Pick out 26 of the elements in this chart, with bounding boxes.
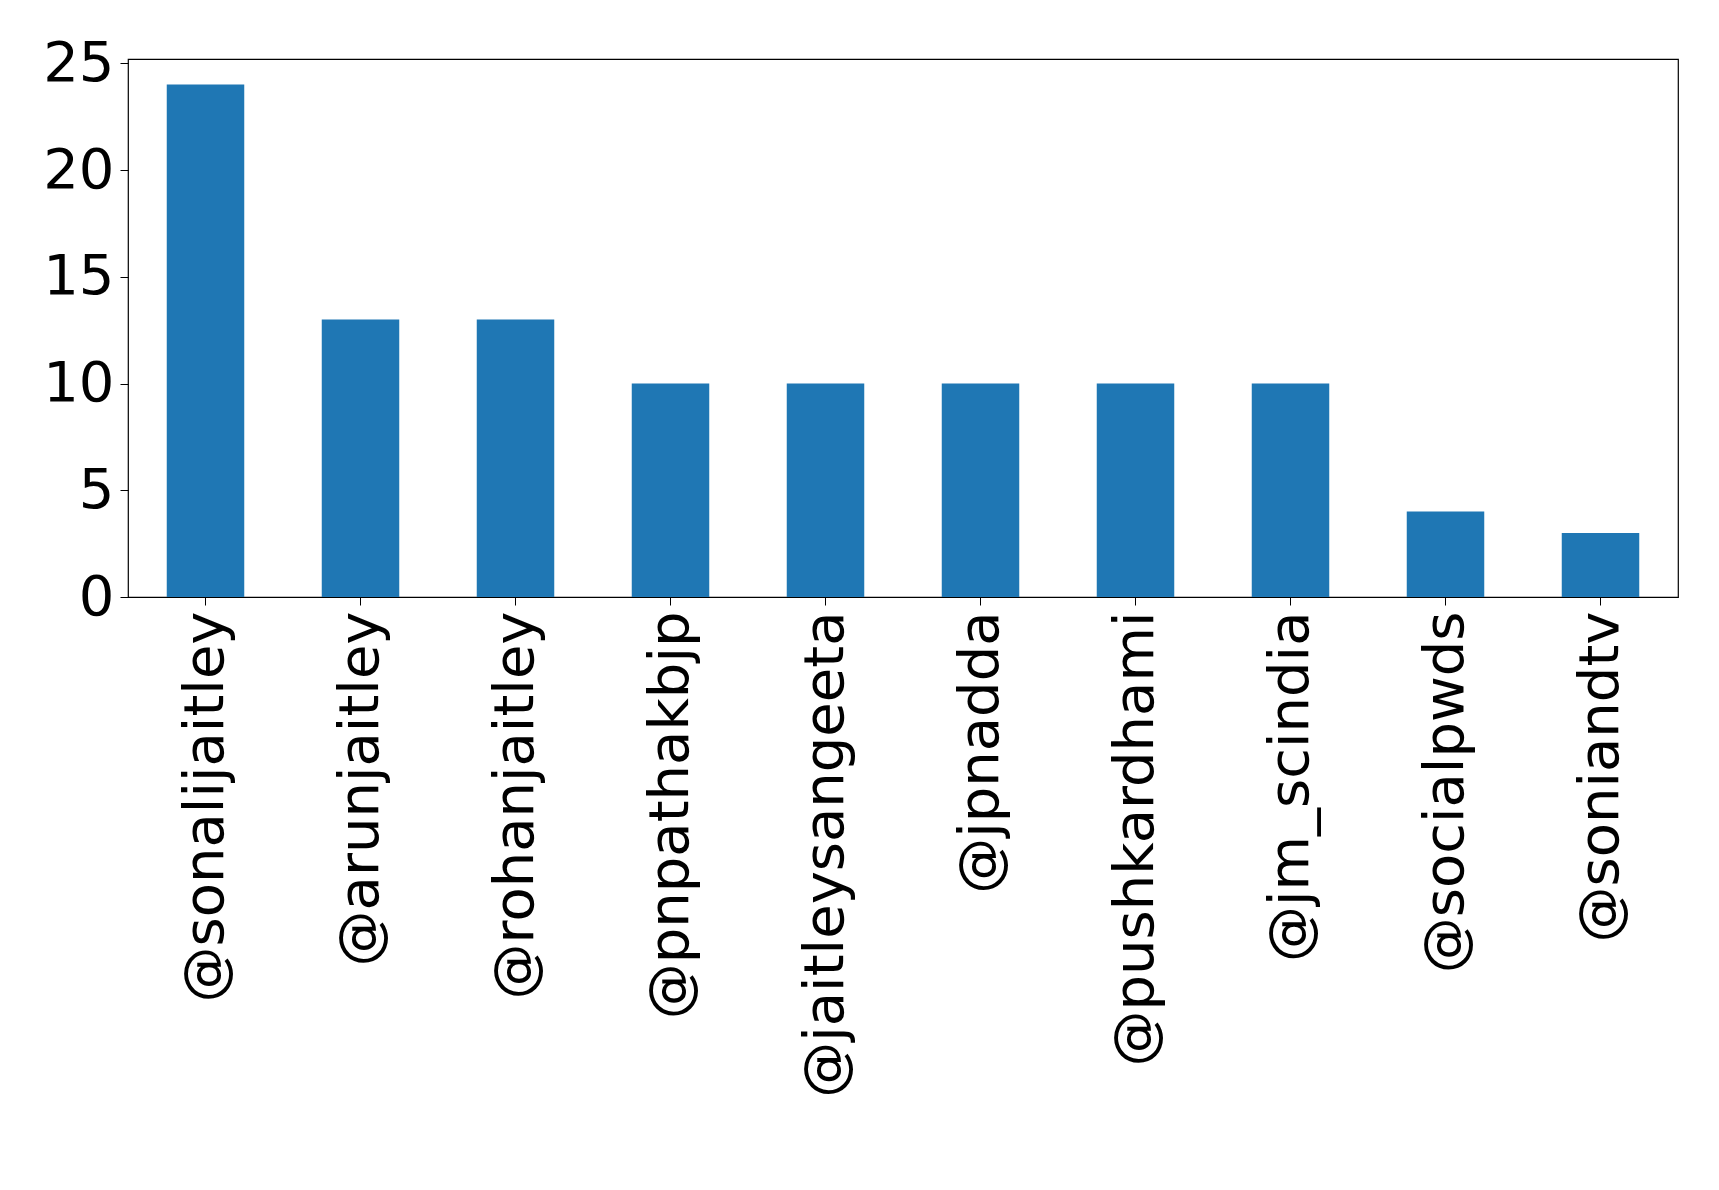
x-tick-label: @soniandtv [1565, 611, 1631, 943]
bar [1561, 532, 1640, 597]
x-tick-label: @jpnadda [945, 611, 1011, 894]
y-tick-label: 5 [78, 455, 115, 521]
bar [631, 383, 710, 597]
x-tick-label: @rohanjaitley [480, 611, 546, 1000]
bar [166, 84, 245, 597]
bar [941, 383, 1020, 597]
x-tick-label: @socialpwds [1410, 611, 1476, 974]
bar [321, 319, 400, 597]
bar [1251, 383, 1330, 597]
x-tick-label: @sonalijaitley [170, 611, 236, 1003]
bar [1096, 383, 1175, 597]
x-tick-label: @jm_scindia [1255, 611, 1321, 963]
x-tick-label: @arunjaitley [325, 611, 391, 967]
x-tick-label: @pushkardhami [1100, 611, 1166, 1067]
bar [786, 383, 865, 597]
y-tick-label: 0 [78, 562, 115, 628]
y-tick-label: 25 [43, 28, 115, 94]
bar [1406, 511, 1485, 597]
x-tick-label: @pnpathakbjp [635, 611, 701, 1020]
y-tick-label: 20 [43, 135, 115, 201]
bar [476, 319, 555, 597]
y-tick-label: 15 [43, 242, 115, 308]
y-tick-label: 10 [43, 349, 115, 415]
x-tick-label: @jaitleysangeeta [790, 611, 856, 1098]
